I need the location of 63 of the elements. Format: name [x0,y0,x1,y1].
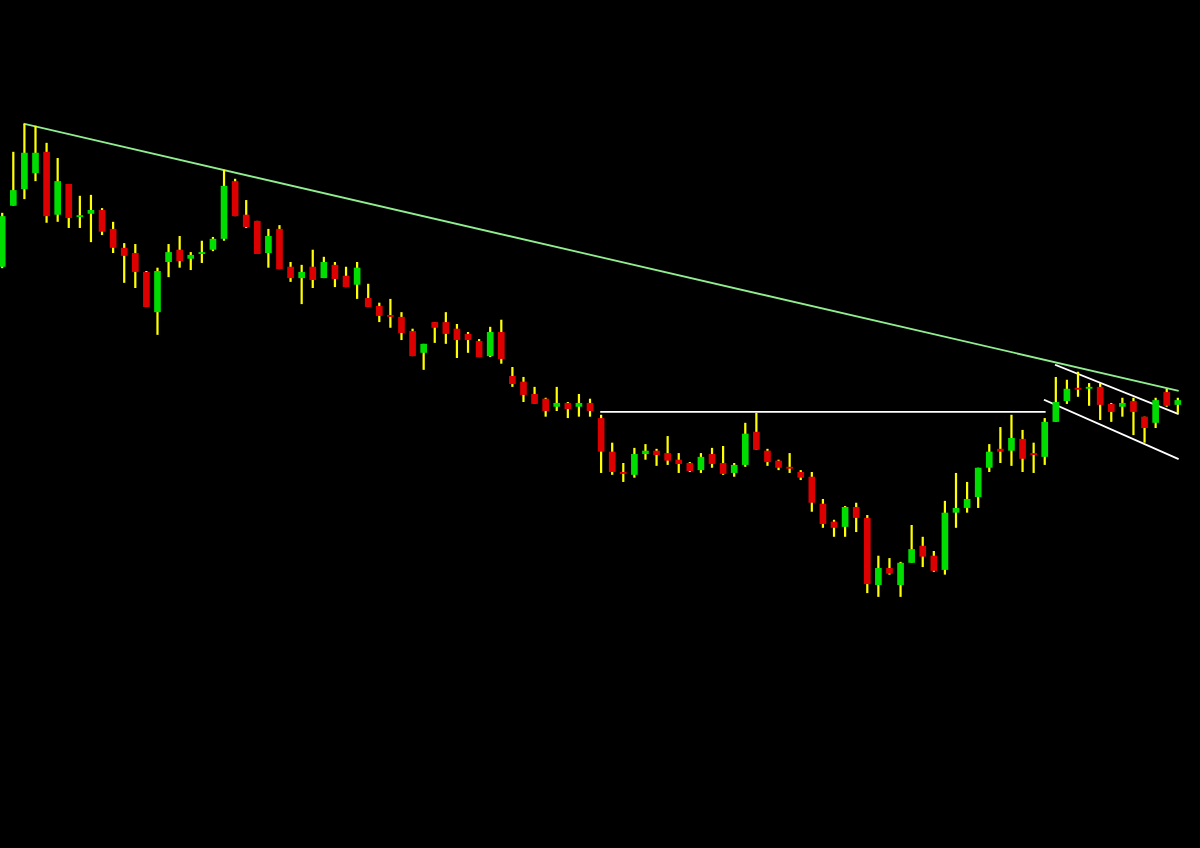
candlestick [608,441,616,476]
candlestick [675,451,683,475]
candlestick [619,461,627,484]
candlestick [841,504,849,538]
candlestick [398,311,405,342]
candlestick [364,282,372,309]
candlestick [387,297,394,329]
candlestick [1119,396,1126,418]
candlestick [353,260,361,301]
candlestick [719,444,727,476]
candlestick [753,411,760,451]
candlestick [375,301,383,324]
candlestick [985,442,993,474]
candlestick [265,227,272,269]
candlestick [9,150,17,207]
candlestick [287,260,294,283]
candlestick [1085,381,1093,407]
candlestick [852,501,860,534]
candlestick [76,194,84,230]
candlestick [131,242,139,290]
candlestick [1130,396,1137,437]
candlestick [420,342,427,371]
candlestick [87,193,95,244]
candlestick [553,385,561,413]
candlestick [1008,413,1015,467]
candlestick [1152,396,1159,430]
candlestick [952,471,960,529]
candlestick [509,365,516,388]
candlestick [653,447,660,467]
candlestick [431,320,439,344]
candlestick [919,535,927,569]
candlestick [930,549,938,573]
candlestick [32,124,39,183]
candlestick [642,442,649,461]
candlestick [120,241,128,284]
candlestick [631,446,638,479]
candlestick [575,392,583,418]
candlestick [176,234,183,269]
candlestick [242,198,250,230]
candlestick [897,560,904,598]
candlestick [1052,375,1060,423]
candlestick [442,311,450,345]
candlestick [298,263,305,306]
candlestick [963,480,971,514]
candlestick [98,206,106,237]
candlestick [786,451,793,475]
candlestick [1141,415,1148,444]
candlestick [664,434,671,467]
candlestick [109,220,117,255]
candlestick [542,396,549,418]
candlestick [875,554,882,598]
candlestick [1107,401,1115,423]
candlestick [1019,428,1026,474]
candlestick [997,425,1004,465]
candlestick [309,248,317,290]
candlestick [1030,441,1037,475]
candlestick [1074,370,1082,398]
candlestick [1096,381,1104,422]
candlestick [908,523,915,564]
candlestick [708,446,716,469]
candlestick [520,375,527,404]
candlestick [165,242,172,279]
candlestick [198,239,206,265]
